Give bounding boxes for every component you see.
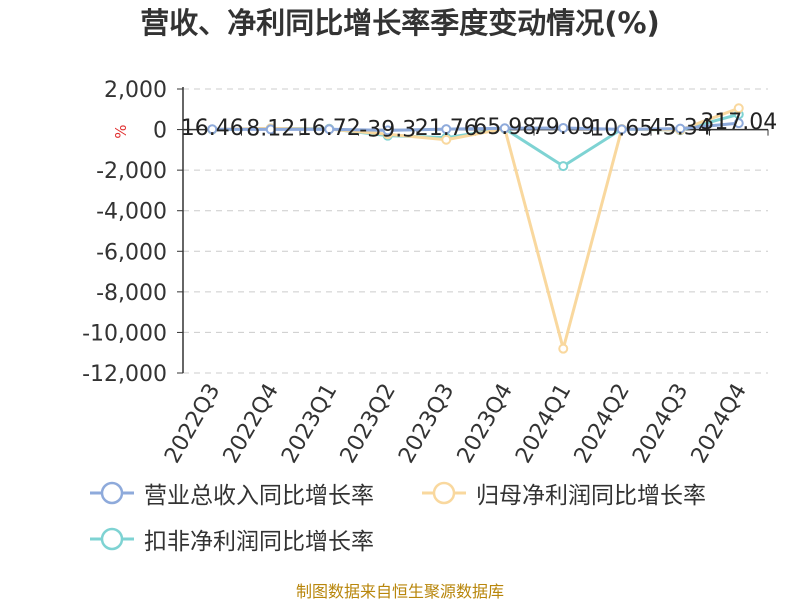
data-label: 8.12 <box>246 116 295 141</box>
x-tick-label: 2023Q4 <box>453 380 518 468</box>
y-axis-label: % <box>112 124 130 138</box>
data-label: -39.3 <box>359 117 416 142</box>
grid-layer <box>183 88 768 374</box>
data-label: 79.09 <box>532 115 595 140</box>
series-line-2 <box>212 106 740 351</box>
legend-marker-icon <box>90 481 134 505</box>
y-tick-label: -10,000 <box>82 321 167 346</box>
legend-item[interactable]: 营业总收入同比增长率 <box>88 476 374 510</box>
data-point <box>558 122 569 133</box>
legend-marker-icon <box>90 527 134 551</box>
data-label: 21.76 <box>415 116 478 141</box>
x-tick-label: 2024Q1 <box>511 380 576 468</box>
data-label: 317.04 <box>700 110 777 135</box>
legend-circle <box>100 481 124 505</box>
data-point <box>558 343 569 354</box>
legend-marker-icon <box>422 481 466 505</box>
legend-circle <box>432 481 456 505</box>
legend-label: 归母净利润同比增长率 <box>476 483 706 509</box>
data-label-layer: 16.46 8.12 16.72-39.321.7665.9879.0910.654… <box>181 110 777 142</box>
legend-item[interactable]: 扣非净利润同比增长率 <box>88 522 374 556</box>
x-tick-label: 2023Q2 <box>336 380 401 468</box>
series-line-1 <box>212 121 739 132</box>
chart-title: 营收、净利同比增长率季度变动情况(%) <box>140 6 660 40</box>
data-label: 16.46 <box>181 116 244 141</box>
data-point <box>324 124 335 135</box>
data-point <box>265 124 276 135</box>
data-point <box>733 103 744 114</box>
legend-label: 扣非净利润同比增长率 <box>144 529 374 555</box>
y-tick-label: 2,000 <box>104 78 167 103</box>
data-point <box>441 134 452 145</box>
y-tick-label: -8,000 <box>96 281 167 306</box>
data-label: 10.65 <box>590 116 653 141</box>
data-label: 16.72 <box>298 116 361 141</box>
series-layer <box>207 103 744 354</box>
x-tick-label: 2024Q4 <box>687 380 752 468</box>
data-point <box>207 124 218 135</box>
x-tick-label: 2022Q4 <box>219 380 284 468</box>
y-tick-label: -12,000 <box>82 362 167 387</box>
data-label: 45.34 <box>649 116 712 141</box>
x-tick-label: 2023Q1 <box>277 380 342 468</box>
data-point <box>558 161 569 172</box>
x-tick-label: 2024Q2 <box>570 380 635 468</box>
data-point <box>675 123 686 134</box>
y-tick-label: -4,000 <box>96 200 167 225</box>
x-tick-label: 2023Q3 <box>394 380 459 468</box>
legend-label: 营业总收入同比增长率 <box>144 483 374 509</box>
y-tick-label: 0 <box>153 119 167 144</box>
source-note: 制图数据来自恒生聚源数据库 <box>295 582 504 601</box>
data-point <box>382 125 393 136</box>
x-tick-label: 2024Q3 <box>628 380 693 468</box>
data-point <box>441 124 452 135</box>
data-point <box>616 124 627 135</box>
y-tick-label: -2,000 <box>96 159 167 184</box>
x-tick-label: 2022Q3 <box>160 380 225 468</box>
data-point <box>733 118 744 129</box>
data-label: 65.98 <box>473 115 536 140</box>
data-point <box>499 123 510 134</box>
legend-circle <box>100 527 124 551</box>
legend-item[interactable]: 归母净利润同比增长率 <box>420 476 706 510</box>
y-tick-label: -6,000 <box>96 240 167 265</box>
